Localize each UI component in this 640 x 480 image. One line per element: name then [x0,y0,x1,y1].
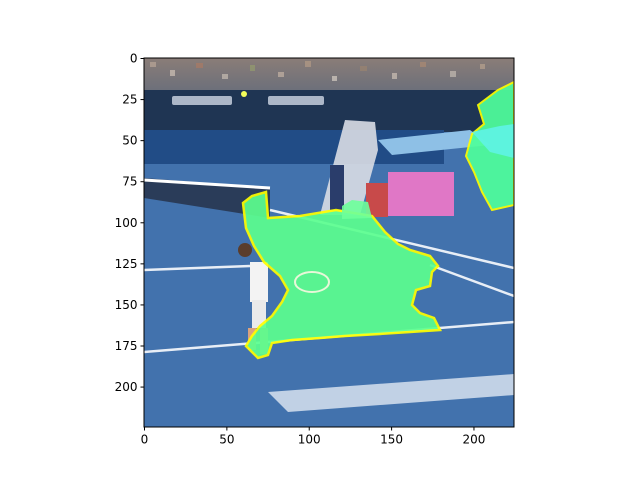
x-tick-label: 200 [463,433,486,447]
y-tick-label: 150 [115,298,138,312]
umpire [330,165,344,210]
y-tick-label: 200 [115,380,138,394]
y-tick-label: 0 [130,52,138,66]
axes-frame [143,57,515,428]
crowd-speckle [150,61,485,81]
segmentation-mask-patch [342,200,372,219]
net [144,178,270,218]
y-tick-label: 175 [115,339,138,353]
racket [294,271,330,293]
x-tick-label: 100 [298,433,321,447]
court-lettering [268,374,514,412]
y-tick-label: 100 [115,216,138,230]
x-axis: 0 50 100 150 200 [141,426,486,447]
pink-sign [388,172,454,216]
x-tick-label: 50 [219,433,234,447]
y-tick-label: 50 [122,134,137,148]
y-tick-label: 25 [122,93,137,107]
y-axis: 0 25 50 75 100 125 150 175 200 [115,52,145,394]
segmentation-mask-main [241,190,442,360]
y-tick-label: 125 [115,257,138,271]
canopy [378,130,490,155]
y-tick-label: 75 [122,175,137,189]
x-tick-label: 0 [141,433,149,447]
tennis-ball [241,91,247,97]
photo [144,58,514,427]
segmentation-mask-right-cyan [472,124,514,158]
x-tick-label: 150 [380,433,403,447]
drink-cooler [366,183,388,217]
